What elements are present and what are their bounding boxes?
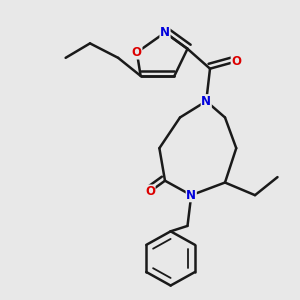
Text: O: O [231,55,241,68]
Text: N: N [201,95,211,108]
Text: O: O [132,46,142,59]
Text: N: N [160,26,170,39]
Text: O: O [145,185,155,198]
Text: N: N [186,189,196,202]
